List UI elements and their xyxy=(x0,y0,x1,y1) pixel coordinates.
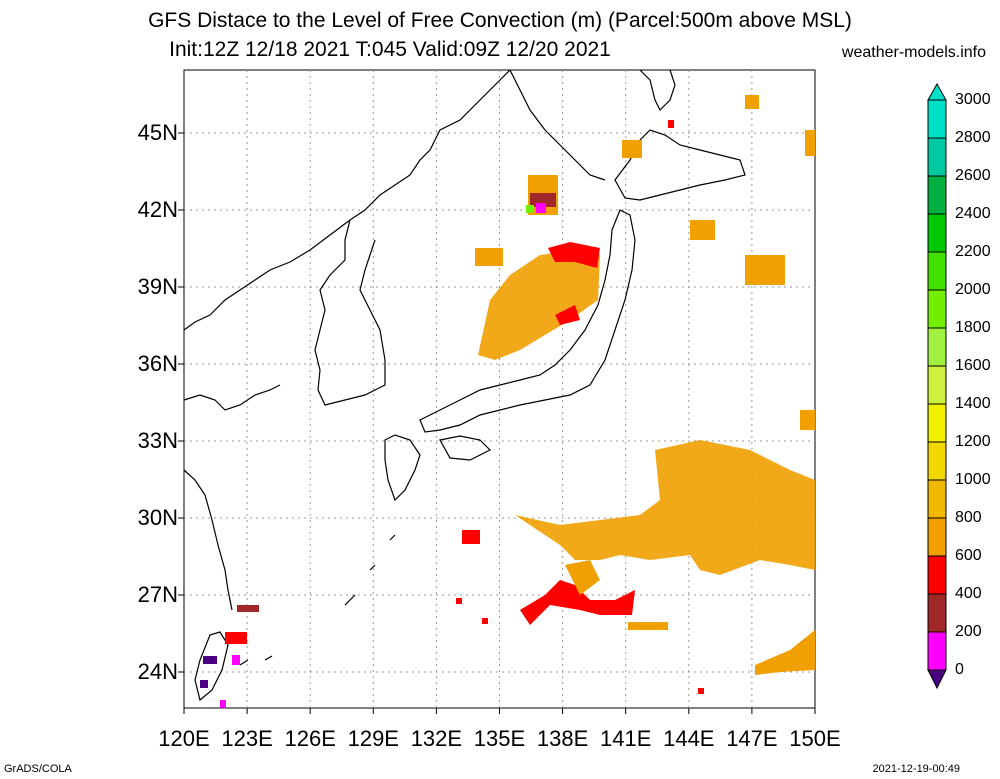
footer-right: 2021-12-19-00:49 xyxy=(872,763,960,775)
lon-label: 138E xyxy=(536,726,589,751)
colorbar-segment xyxy=(927,441,947,481)
colorbar-label: 800 xyxy=(955,509,982,526)
lat-label: 42N xyxy=(137,197,178,222)
colorbar-label: 200 xyxy=(955,623,982,640)
colorbar-label: 2600 xyxy=(955,167,991,184)
colorbar-label: 1000 xyxy=(955,471,991,488)
colorbar-segment xyxy=(927,555,947,595)
colorbar-segment xyxy=(927,479,947,519)
credit-text: weather-models.info xyxy=(841,44,986,61)
colorbar-segment xyxy=(927,365,947,405)
colorbar-label: 2000 xyxy=(955,281,991,298)
colorbar-segment xyxy=(927,99,947,139)
colorbar-label: 3000 xyxy=(955,91,991,108)
colorbar-label: 600 xyxy=(955,547,982,564)
lat-label: 30N xyxy=(137,505,178,530)
colorbar-segment xyxy=(927,213,947,253)
colorbar-label: 0 xyxy=(955,661,964,678)
colorbar-label: 1800 xyxy=(955,319,991,336)
lat-label: 33N xyxy=(137,428,178,453)
colorbar xyxy=(927,82,947,690)
lon-label: 120E xyxy=(158,726,210,751)
colorbar-label: 2200 xyxy=(955,243,991,260)
lon-label: 150E xyxy=(789,726,841,751)
lon-label: 141E xyxy=(599,726,652,751)
colorbar-segment xyxy=(927,517,947,557)
colorbar-top-arrow xyxy=(927,82,947,101)
lon-label: 129E xyxy=(347,726,399,751)
lon-label: 123E xyxy=(221,726,273,751)
colorbar-label: 1200 xyxy=(955,433,991,450)
colorbar-segment xyxy=(927,327,947,367)
colorbar-label: 1600 xyxy=(955,357,991,374)
colorbar-segment xyxy=(927,289,947,329)
colorbar-label: 2400 xyxy=(955,205,991,222)
lon-label: 132E xyxy=(410,726,463,751)
colorbar-bottom-arrow xyxy=(927,669,947,690)
chart-title: GFS Distace to the Level of Free Convect… xyxy=(148,9,852,32)
lfc-field xyxy=(200,95,815,708)
colorbar-segment xyxy=(927,593,947,633)
lat-label: 24N xyxy=(137,659,178,684)
coastlines xyxy=(183,69,746,702)
colorbar-segment xyxy=(927,175,947,215)
lon-label: 144E xyxy=(663,726,715,751)
grid-lines xyxy=(184,70,815,708)
colorbar-segment xyxy=(927,251,947,291)
lat-label: 36N xyxy=(137,351,178,376)
footer-left: GrADS/COLA xyxy=(4,763,72,775)
lat-label: 27N xyxy=(137,582,178,607)
axis-ticks xyxy=(178,132,816,714)
colorbar-segment xyxy=(927,403,947,443)
colorbar-label: 2800 xyxy=(955,129,991,146)
lat-label: 45N xyxy=(137,120,178,145)
colorbar-label: 400 xyxy=(955,585,982,602)
chart-subtitle: Init:12Z 12/18 2021 T:045 Valid:09Z 12/2… xyxy=(169,38,611,61)
lon-label: 126E xyxy=(284,726,336,751)
lat-label: 39N xyxy=(137,274,178,299)
colorbar-segment xyxy=(927,631,947,671)
lon-label: 135E xyxy=(473,726,526,751)
lon-label: 147E xyxy=(726,726,778,751)
colorbar-label: 1400 xyxy=(955,395,991,412)
colorbar-segment xyxy=(927,137,947,177)
